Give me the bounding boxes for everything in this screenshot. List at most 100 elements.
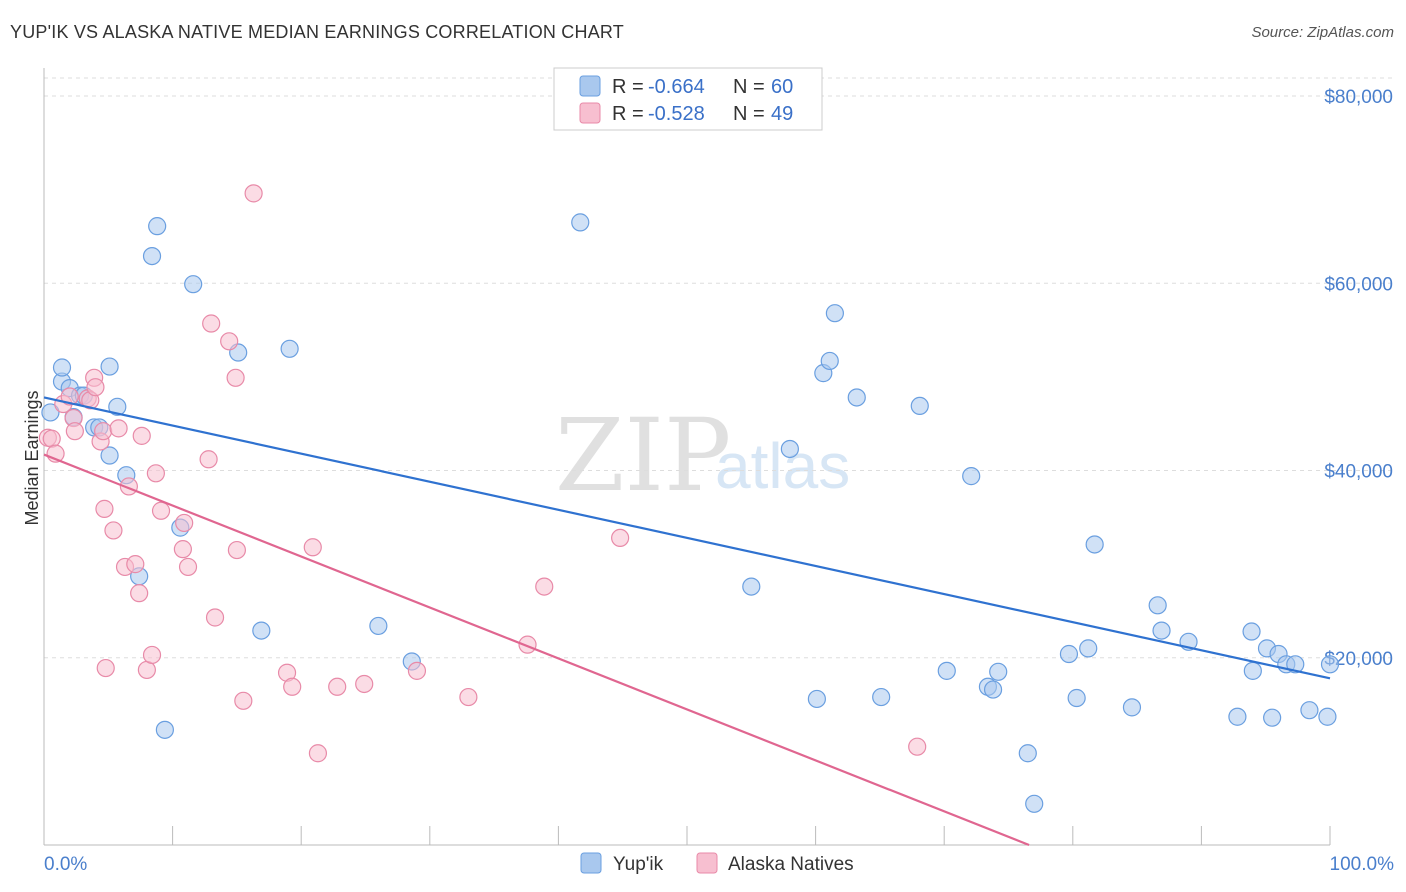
point-yup-ik <box>571 213 590 232</box>
legend-bottom-swatch-yupik <box>580 852 602 874</box>
point-yup-ik <box>825 304 844 323</box>
point-yup-ik <box>1228 707 1247 726</box>
point-yup-ik <box>1085 535 1104 554</box>
point-alaska-natives <box>908 737 927 756</box>
point-alaska-natives <box>328 677 347 696</box>
point-yup-ik <box>184 275 203 294</box>
y-axis-label: Median Earnings <box>22 390 42 525</box>
point-yup-ik <box>937 661 956 680</box>
point-yup-ik <box>872 687 891 707</box>
point-yup-ik <box>1122 698 1142 717</box>
point-yup-ik <box>108 397 127 416</box>
legend-swatch-yupik <box>579 75 601 97</box>
point-yup-ik <box>1079 639 1098 658</box>
point-alaska-natives <box>459 687 478 707</box>
point-alaska-natives <box>244 184 263 203</box>
point-yup-ik <box>1067 688 1086 708</box>
legend-n-label-alaska-natives: N = <box>733 103 765 125</box>
point-yup-ik <box>1242 622 1261 641</box>
source-label: Source: ZipAtlas.com <box>1251 24 1394 41</box>
point-yup-ik <box>910 396 929 415</box>
legend-bottom-label-alaska-natives: Alaska Natives <box>728 854 854 875</box>
point-alaska-natives <box>178 557 198 577</box>
x-axis-ticks <box>172 826 1331 845</box>
point-alaska-natives <box>175 513 194 533</box>
point-yup-ik <box>989 662 1008 681</box>
point-yup-ik <box>1263 708 1282 727</box>
x-tick-label-max: 100.0% <box>1330 854 1395 875</box>
data-points <box>38 184 1340 813</box>
legend-stats: R = -0.664 N = 60 R = -0.528 N = 49 <box>553 67 823 131</box>
point-yup-ik <box>52 358 72 377</box>
point-alaska-natives <box>151 501 171 520</box>
point-alaska-natives <box>146 464 165 483</box>
point-alaska-natives <box>86 378 105 397</box>
point-alaska-natives <box>132 426 151 445</box>
point-yup-ik <box>1286 655 1305 674</box>
legend-r-label-alaska-natives: R = <box>612 103 644 125</box>
point-yup-ik <box>155 720 174 739</box>
point-yup-ik <box>807 689 826 709</box>
point-yup-ik <box>369 616 388 636</box>
point-alaska-natives <box>96 658 115 678</box>
point-yup-ik <box>1243 661 1262 680</box>
point-yup-ik <box>1025 794 1044 813</box>
point-alaska-natives <box>303 538 322 557</box>
point-yup-ik <box>1300 701 1319 720</box>
point-yup-ik <box>962 467 981 486</box>
point-alaska-natives <box>199 450 218 469</box>
point-yup-ik <box>742 577 761 596</box>
point-alaska-natives <box>109 419 128 438</box>
legend-bottom-swatch-alaska-natives <box>696 852 718 874</box>
point-yup-ik <box>820 351 839 371</box>
point-yup-ik <box>780 439 799 459</box>
point-yup-ik <box>148 217 167 236</box>
point-alaska-natives <box>308 744 328 763</box>
point-alaska-natives <box>65 422 84 441</box>
point-yup-ik <box>280 339 299 358</box>
point-alaska-natives <box>205 608 225 627</box>
point-alaska-natives <box>283 677 302 696</box>
point-yup-ik <box>142 246 162 266</box>
point-yup-ik <box>983 680 1003 699</box>
point-alaska-natives <box>407 661 427 680</box>
point-alaska-natives <box>60 387 79 406</box>
trend-line-yup-ik <box>43 396 1331 680</box>
point-alaska-natives <box>226 368 245 387</box>
legend-n-value-yupik: 60 <box>771 76 793 98</box>
point-yup-ik <box>1320 655 1340 674</box>
legend-n-label-yupik: N = <box>733 76 765 98</box>
legend-n-value-alaska-natives: 49 <box>771 103 793 125</box>
gridlines <box>44 77 1394 659</box>
point-alaska-natives <box>126 555 145 574</box>
watermark: ZIP atlas <box>555 397 850 514</box>
point-alaska-natives <box>130 584 149 603</box>
point-yup-ik <box>1152 621 1171 640</box>
chart-title: YUP'IK VS ALASKA NATIVE MEDIAN EARNINGS … <box>10 22 624 42</box>
legend-series: Yup'ik Alaska Natives <box>580 852 854 875</box>
point-alaska-natives <box>202 314 221 333</box>
point-alaska-natives <box>42 429 61 448</box>
y-tick-label: $80,000 <box>1324 87 1393 108</box>
point-alaska-natives <box>227 540 246 560</box>
point-yup-ik <box>252 621 271 640</box>
trend-lines <box>43 396 1331 847</box>
legend-swatch-alaska-natives <box>579 102 601 124</box>
point-alaska-natives <box>355 674 374 694</box>
point-alaska-natives <box>94 422 113 441</box>
point-yup-ik <box>100 357 119 376</box>
trend-line-alaska-natives <box>43 453 1030 847</box>
point-alaska-natives <box>535 577 554 596</box>
legend-r-value-yupik: -0.664 <box>648 76 705 98</box>
point-yup-ik <box>41 403 60 422</box>
point-alaska-natives <box>142 645 162 665</box>
point-alaska-natives <box>220 332 239 351</box>
point-yup-ik <box>1059 644 1079 664</box>
y-tick-label: $20,000 <box>1324 649 1393 670</box>
x-tick-label-min: 0.0% <box>44 854 87 875</box>
point-yup-ik <box>1148 596 1167 615</box>
legend-r-label-yupik: R = <box>612 76 644 98</box>
point-alaska-natives <box>234 691 253 710</box>
legend-r-value-alaska-natives: -0.528 <box>648 103 705 125</box>
